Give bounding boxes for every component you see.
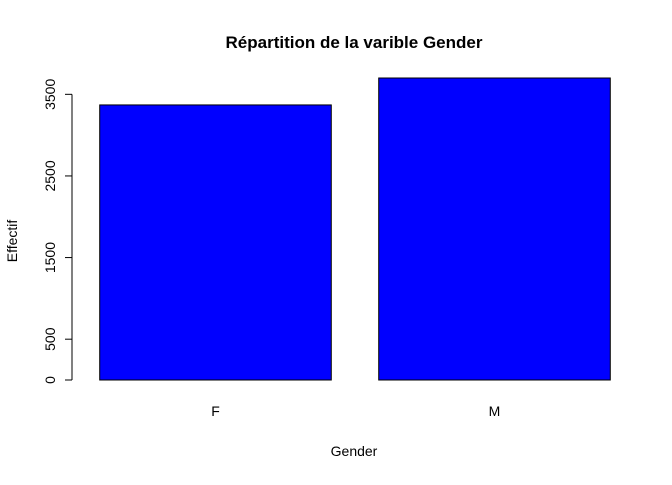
y-tick-label: 3500: [42, 79, 58, 110]
y-axis: 0 500 1500 2500 3500: [42, 79, 73, 384]
x-tick-label: M: [489, 403, 501, 419]
y-tick-label: 1500: [42, 242, 58, 273]
bar-F: [99, 104, 332, 381]
bar-series: [99, 77, 611, 381]
bar-M: [378, 77, 611, 381]
x-tick-label: F: [211, 403, 220, 419]
x-axis-title: Gender: [331, 443, 378, 459]
y-tick-label: 2500: [42, 160, 58, 191]
y-axis-title: Effectif: [4, 220, 20, 263]
chart-title: Répartition de la varible Gender: [226, 33, 483, 52]
y-tick-label: 500: [42, 327, 58, 351]
y-axis-ticks: 0 500 1500 2500 3500: [42, 79, 72, 384]
y-tick-label: 0: [42, 376, 58, 384]
